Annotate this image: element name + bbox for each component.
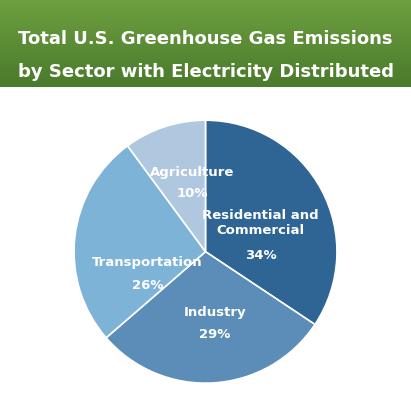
Text: 29%: 29% bbox=[199, 328, 231, 341]
Wedge shape bbox=[206, 120, 337, 324]
Text: Industry: Industry bbox=[183, 306, 246, 319]
Wedge shape bbox=[106, 252, 315, 383]
Text: 26%: 26% bbox=[132, 280, 164, 292]
Text: Agriculture: Agriculture bbox=[150, 166, 235, 179]
Text: Transportation: Transportation bbox=[92, 256, 203, 269]
Text: 10%: 10% bbox=[177, 187, 208, 201]
Text: Residential and
Commercial: Residential and Commercial bbox=[202, 209, 319, 237]
Text: 34%: 34% bbox=[245, 249, 277, 262]
Wedge shape bbox=[127, 120, 206, 252]
Text: Total U.S. Greenhouse Gas Emissions: Total U.S. Greenhouse Gas Emissions bbox=[18, 30, 393, 48]
Text: by Sector with Electricity Distributed: by Sector with Electricity Distributed bbox=[18, 63, 393, 81]
Wedge shape bbox=[74, 146, 206, 338]
